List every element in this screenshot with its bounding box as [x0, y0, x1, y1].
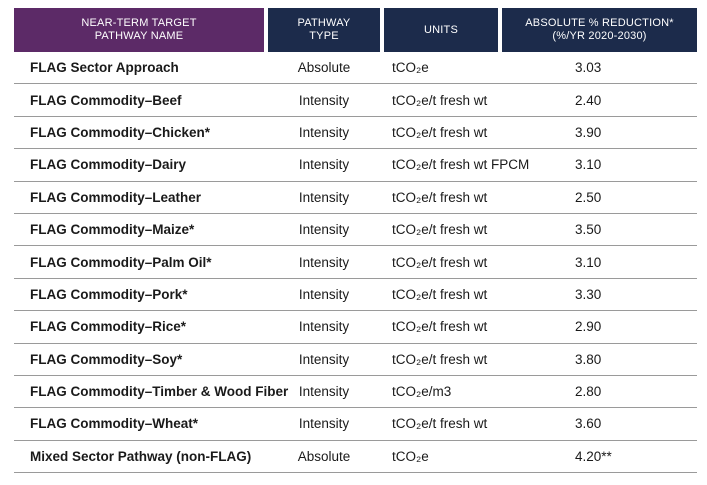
cell-pathway-name: FLAG Commodity–Dairy: [30, 157, 187, 173]
cell-reduction-value: 3.03: [575, 60, 602, 76]
flag-pathways-table: NEAR-TERM TARGET PATHWAY NAME PATHWAY TY…: [14, 8, 697, 474]
cell-reduction-value: 3.30: [575, 286, 602, 302]
cell-reduction-value: 3.10: [575, 254, 602, 270]
header-pathway-type-line2: TYPE: [309, 30, 339, 42]
cell-reduction-value: 4.20**: [575, 448, 612, 464]
table-header-row: NEAR-TERM TARGET PATHWAY NAME PATHWAY TY…: [14, 8, 697, 52]
header-units-line1: UNITS: [424, 23, 458, 36]
cell-reduction-value: 3.10: [575, 157, 602, 173]
cell-pathway-name: FLAG Commodity–Palm Oil*: [30, 254, 212, 270]
cell-reduction-value: 3.90: [575, 124, 602, 140]
cell-pathway-type: Intensity: [298, 157, 350, 173]
cell-pathway-name: Mixed Sector Pathway (non-FLAG): [30, 448, 252, 464]
table-row: FLAG Sector Approach Absolute tCO₂e 3.03: [14, 52, 697, 85]
cell-units: tCO₂e/t fresh wt: [392, 92, 488, 108]
cell-pathway-type: Intensity: [298, 124, 350, 140]
cell-pathway-type: Absolute: [297, 448, 351, 464]
cell-pathway-type: Intensity: [298, 319, 350, 335]
header-units: UNITS: [384, 8, 498, 52]
cell-pathway-type: Intensity: [298, 286, 350, 302]
cell-pathway-type: Intensity: [298, 416, 350, 432]
cell-pathway-name: FLAG Sector Approach: [30, 60, 179, 76]
table-row: FLAG Commodity–Pork* Intensity tCO₂e/t f…: [14, 279, 697, 312]
cell-units: tCO₂e: [392, 60, 429, 76]
cell-pathway-name: FLAG Commodity–Beef: [30, 92, 182, 108]
cell-pathway-type: Absolute: [297, 60, 351, 76]
cell-units: tCO₂e/t fresh wt: [392, 222, 488, 238]
table-row: FLAG Commodity–Palm Oil* Intensity tCO₂e…: [14, 246, 697, 279]
cell-pathway-name: FLAG Commodity–Wheat*: [30, 416, 199, 432]
table-row: FLAG Commodity–Wheat* Intensity tCO₂e/t …: [14, 408, 697, 441]
cell-pathway-type: Intensity: [298, 189, 350, 205]
cell-pathway-name: FLAG Commodity–Pork*: [30, 286, 188, 302]
cell-units: tCO₂e/t fresh wt: [392, 416, 488, 432]
cell-pathway-name: FLAG Commodity–Rice*: [30, 319, 187, 335]
cell-units: tCO₂e: [392, 448, 429, 464]
table-row: FLAG Commodity–Beef Intensity tCO₂e/t fr…: [14, 84, 697, 117]
header-absolute-reduction-line1: ABSOLUTE % REDUCTION*: [525, 17, 674, 29]
cell-pathway-type: Intensity: [298, 351, 350, 367]
header-pathway-type-line1: PATHWAY: [297, 17, 351, 29]
header-pathway-type: PATHWAY TYPE: [268, 8, 380, 52]
cell-reduction-value: 2.90: [575, 319, 602, 335]
cell-reduction-value: 2.50: [575, 189, 602, 205]
header-pathway-name: NEAR-TERM TARGET PATHWAY NAME: [14, 8, 264, 52]
cell-reduction-value: 2.40: [575, 92, 602, 108]
header-absolute-reduction-line2: (%/YR 2020-2030): [552, 30, 647, 42]
cell-pathway-name: FLAG Commodity–Timber & Wood Fiber: [30, 384, 289, 400]
table-body: FLAG Sector Approach Absolute tCO₂e 3.03…: [14, 52, 697, 474]
cell-reduction-value: 3.80: [575, 351, 602, 367]
cell-pathway-type: Intensity: [298, 92, 350, 108]
cell-units: tCO₂e/m3: [392, 384, 452, 400]
cell-units: tCO₂e/t fresh wt FPCM: [392, 157, 530, 173]
table-row: FLAG Commodity–Leather Intensity tCO₂e/t…: [14, 182, 697, 214]
cell-reduction-value: 3.60: [575, 416, 602, 432]
cell-units: tCO₂e/t fresh wt: [392, 189, 488, 205]
cell-units: tCO₂e/t fresh wt: [392, 286, 488, 302]
cell-pathway-name: FLAG Commodity–Maize*: [30, 222, 195, 238]
cell-units: tCO₂e/t fresh wt: [392, 124, 488, 140]
cell-pathway-name: FLAG Commodity–Soy*: [30, 351, 183, 367]
cell-pathway-type: Intensity: [298, 254, 350, 270]
cell-units: tCO₂e/t fresh wt: [392, 351, 488, 367]
table-row: FLAG Commodity–Rice* Intensity tCO₂e/t f…: [14, 311, 697, 344]
table-row: Mixed Sector Pathway (non-FLAG) Absolute…: [14, 441, 697, 474]
cell-pathway-name: FLAG Commodity–Leather: [30, 189, 202, 205]
cell-pathway-type: Intensity: [298, 384, 350, 400]
cell-pathway-name: FLAG Commodity–Chicken*: [30, 124, 211, 140]
cell-pathway-type: Intensity: [298, 222, 350, 238]
cell-units: tCO₂e/t fresh wt: [392, 254, 488, 270]
cell-units: tCO₂e/t fresh wt: [392, 319, 488, 335]
header-absolute-reduction: ABSOLUTE % REDUCTION* (%/YR 2020-2030): [502, 8, 697, 52]
cell-reduction-value: 2.80: [575, 384, 602, 400]
header-pathway-name-line2: PATHWAY NAME: [94, 30, 184, 42]
table-row: FLAG Commodity–Soy* Intensity tCO₂e/t fr…: [14, 344, 697, 376]
header-pathway-name-line1: NEAR-TERM TARGET: [81, 17, 197, 29]
table-row: FLAG Commodity–Dairy Intensity tCO₂e/t f…: [14, 149, 697, 182]
cell-reduction-value: 3.50: [575, 222, 602, 238]
table-row: FLAG Commodity–Chicken* Intensity tCO₂e/…: [14, 117, 697, 150]
table-row: FLAG Commodity–Maize* Intensity tCO₂e/t …: [14, 214, 697, 247]
table-row: FLAG Commodity–Timber & Wood Fiber Inten…: [14, 376, 697, 409]
